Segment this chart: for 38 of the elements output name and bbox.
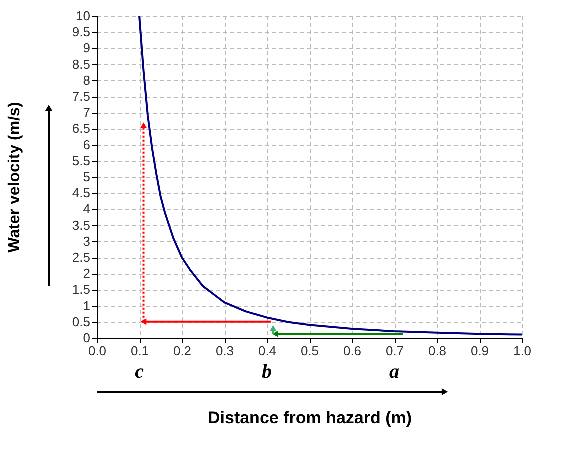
- x-tick-label: 0.5: [300, 344, 320, 358]
- text: a: [390, 361, 400, 383]
- y-tick-label: 4.5: [72, 186, 90, 201]
- x-axis-title: Distance from hazard (m): [208, 408, 412, 428]
- y-tick-label: 10: [76, 8, 90, 24]
- x-tick-label: 1.0: [513, 344, 532, 358]
- y-tick-label: 6.5: [72, 121, 90, 136]
- y-tick-label: 0.5: [72, 314, 90, 330]
- y-tick-label: 8: [83, 72, 90, 88]
- y-tick-label: 3.5: [72, 218, 90, 233]
- y-tick-label: 5: [83, 170, 90, 184]
- y-tick-label: 2.5: [72, 250, 90, 265]
- y-axis-title: Water velocity (m/s): [6, 102, 24, 253]
- x-tick-label: 0.4: [258, 344, 277, 358]
- y-tick-label: 1: [83, 298, 90, 314]
- y-tick-label: 2: [83, 266, 90, 282]
- y-tick-label: 7: [83, 105, 90, 120]
- y-tick-label: 6: [83, 137, 90, 152]
- y-tick-label: 1.5: [72, 282, 90, 298]
- text: c: [135, 361, 144, 383]
- y-tick-label: 9.5: [72, 24, 90, 40]
- x-tick-label: 0.7: [386, 344, 404, 358]
- y-tick-label: 5.5: [72, 153, 90, 168]
- x-tick-label: 0.2: [173, 344, 192, 358]
- y-tick-label: 4: [83, 202, 90, 217]
- x-tick-label: 0.6: [343, 344, 362, 358]
- x-tick-label: 0.8: [428, 344, 447, 358]
- y-tick-label: 9: [83, 40, 90, 56]
- line-series: [138, 15, 523, 336]
- text: b: [262, 361, 272, 383]
- x-tick-label: 0.3: [216, 344, 234, 358]
- y-tick-label: 8.5: [72, 56, 90, 72]
- x-tick-label: 0.9: [470, 344, 490, 358]
- x-tick-label: 0.1: [130, 344, 150, 358]
- y-tick-label: 3: [83, 234, 90, 249]
- x-tick-label: 0.0: [88, 344, 107, 358]
- y-tick-label: 0: [83, 330, 90, 346]
- y-tick-label: 7.5: [72, 89, 90, 104]
